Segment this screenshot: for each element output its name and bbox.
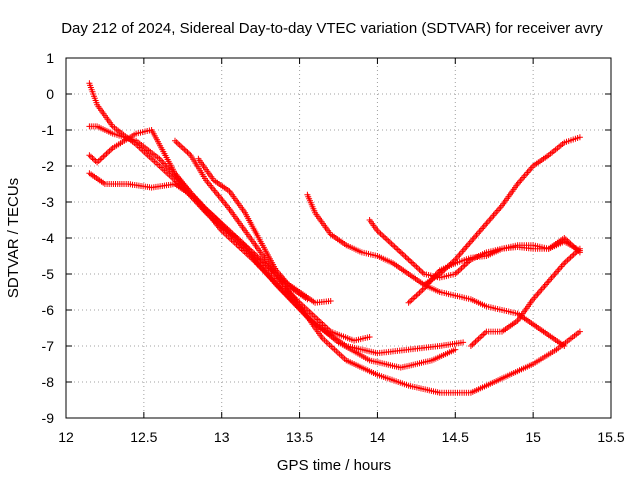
x-tick-label: 12.5 — [130, 429, 157, 445]
data-points — [195, 155, 311, 303]
x-tick-label: 12 — [58, 429, 74, 445]
y-tick-label: -9 — [42, 410, 55, 426]
y-tick-label: -7 — [42, 338, 55, 354]
series-track-7 — [304, 191, 568, 349]
axis-ticks: 12 12.5 13 13.5 14 14.5 15 15.5 1 0 -1 -2 -3 -4 -5 -6 -7… — [42, 50, 625, 445]
y-tick-label: -4 — [42, 230, 55, 246]
data-points — [86, 170, 459, 371]
data-points — [86, 80, 334, 306]
y-tick-label: 0 — [46, 86, 54, 102]
series-track-10 — [467, 245, 583, 349]
x-axis-label: GPS time / hours — [277, 457, 391, 474]
y-axis-label: SDTVAR / TECUs — [5, 178, 22, 298]
data-points — [86, 127, 467, 357]
data-points — [304, 191, 568, 349]
y-tick-label: -2 — [42, 158, 55, 174]
y-tick-label: -1 — [42, 122, 55, 138]
series-track-11 — [421, 134, 583, 288]
y-tick-label: -5 — [42, 266, 55, 282]
series-track-5 — [172, 137, 583, 396]
grid — [66, 58, 611, 418]
series-track-1 — [86, 80, 334, 306]
data-series — [86, 80, 583, 396]
y-tick-label: 1 — [46, 50, 54, 66]
y-tick-label: -3 — [42, 194, 55, 210]
data-points — [172, 137, 583, 396]
data-points — [421, 134, 583, 288]
chart-title: Day 212 of 2024, Sidereal Day-to-day VTE… — [61, 20, 603, 37]
x-tick-label: 14.5 — [442, 429, 469, 445]
x-tick-label: 14 — [370, 429, 386, 445]
x-tick-label: 13 — [214, 429, 230, 445]
x-tick-label: 15.5 — [597, 429, 624, 445]
series-track-9 — [405, 235, 583, 306]
y-tick-label: -8 — [42, 374, 55, 390]
x-tick-label: 13.5 — [286, 429, 313, 445]
series-track-6 — [195, 155, 311, 303]
y-tick-label: -6 — [42, 302, 55, 318]
data-points — [467, 245, 583, 349]
series-track-4 — [86, 170, 459, 371]
series-track-3 — [86, 127, 467, 357]
data-points — [405, 235, 583, 306]
x-tick-label: 15 — [525, 429, 541, 445]
